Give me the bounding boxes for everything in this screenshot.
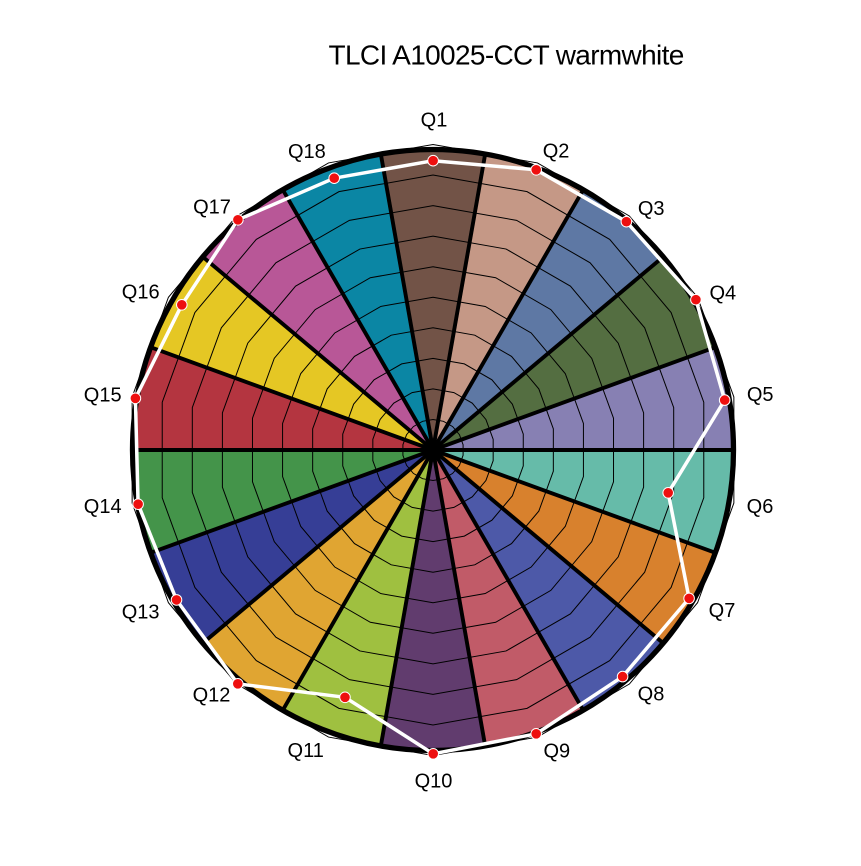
svg-text:Q8: Q8 [638, 684, 665, 706]
svg-text:Q18: Q18 [288, 141, 326, 163]
svg-text:Q11: Q11 [288, 740, 324, 762]
svg-text:Q15: Q15 [84, 385, 122, 407]
svg-text:Q10: Q10 [415, 770, 453, 792]
svg-text:Q6: Q6 [747, 496, 774, 518]
svg-text:Q1: Q1 [421, 110, 448, 132]
svg-text:Q5: Q5 [747, 384, 774, 406]
svg-text:Q2: Q2 [543, 140, 570, 162]
svg-text:Q14: Q14 [84, 496, 122, 518]
svg-text:Q3: Q3 [638, 198, 665, 220]
svg-text:Q7: Q7 [709, 600, 736, 622]
svg-text:Q13: Q13 [122, 601, 160, 623]
svg-text:Q9: Q9 [543, 740, 570, 762]
svg-text:TLCI A10025-CCT warmwhite: TLCI A10025-CCT warmwhite [329, 40, 684, 71]
svg-text:Q12: Q12 [193, 685, 231, 707]
svg-text:Q4: Q4 [709, 282, 736, 304]
svg-text:Q17: Q17 [193, 197, 231, 219]
svg-text:Q16: Q16 [122, 281, 160, 303]
